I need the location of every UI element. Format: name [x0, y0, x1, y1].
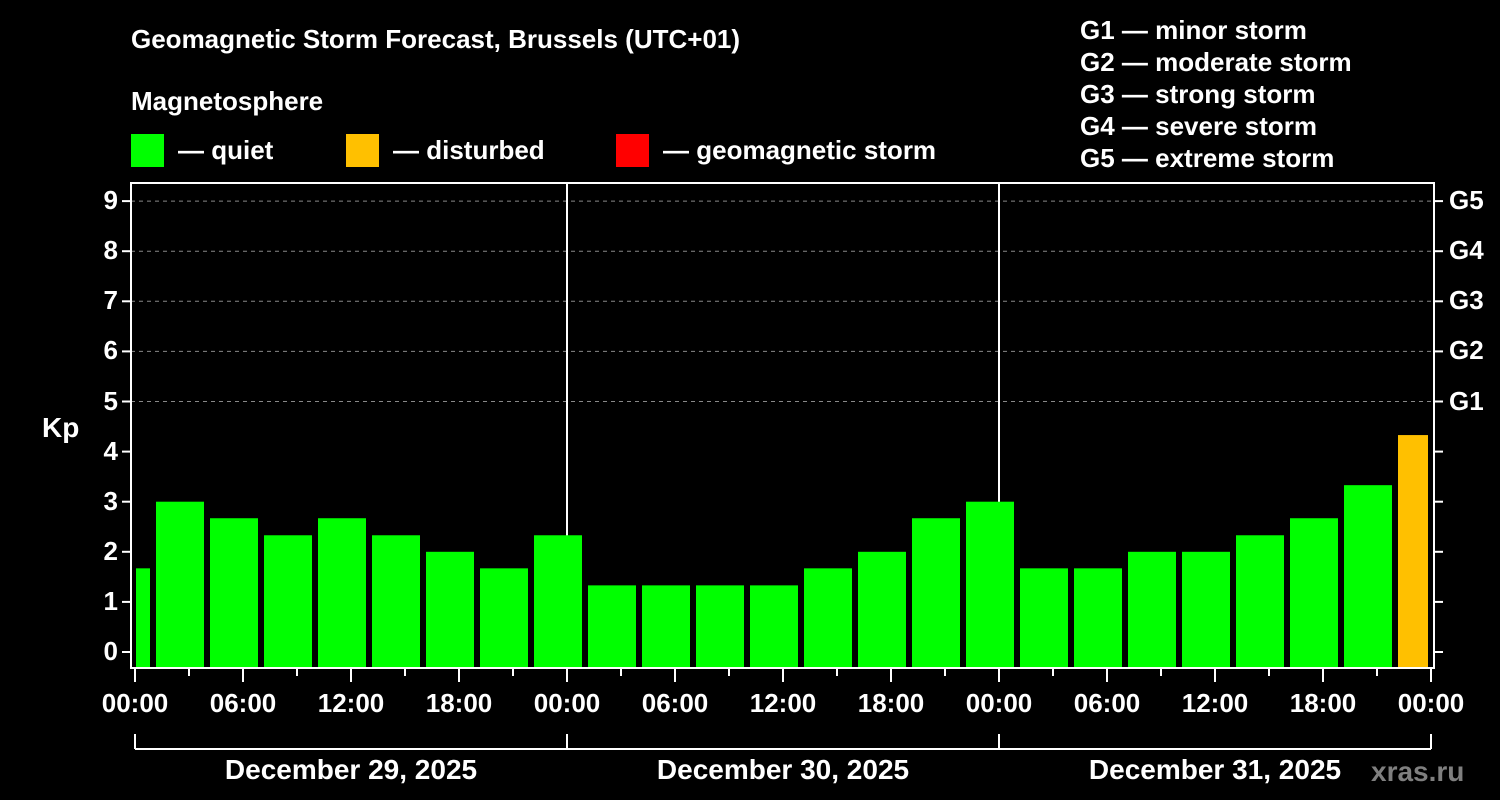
- kp-bar: [966, 501, 1014, 668]
- kp-bar: [480, 568, 528, 668]
- x-tick-label: 12:00: [1181, 688, 1249, 718]
- date-label: December 30, 2025: [656, 754, 910, 785]
- y-tick-label: 3: [103, 485, 118, 516]
- quiet-swatch: [131, 133, 164, 167]
- g-tick-label: G4: [1449, 235, 1484, 266]
- x-tick-label: 00:00: [1397, 688, 1465, 718]
- g-scale-legend: G1 — minor storm G2 — moderate storm G3 …: [1080, 14, 1352, 174]
- legend-disturbed: — disturbed: [346, 133, 545, 167]
- g2-legend: G2 — moderate storm: [1080, 47, 1352, 77]
- legend-quiet: — quiet: [131, 133, 273, 167]
- y-tick-label: 0: [103, 636, 118, 666]
- g4-legend: G4 — severe storm: [1080, 111, 1318, 141]
- kp-bar: [750, 585, 798, 668]
- disturbed-swatch: [346, 133, 379, 167]
- y-tick-label: 1: [103, 585, 118, 616]
- kp-bar: [1344, 485, 1392, 668]
- kp-bar: [696, 585, 744, 668]
- kp-bar: [804, 568, 852, 668]
- g5-legend: G5 — extreme storm: [1080, 143, 1335, 173]
- plot-frame: [122, 182, 1443, 750]
- x-tick-label: 18:00: [1289, 688, 1357, 718]
- chart-title: Geomagnetic Storm Forecast, Brussels (UT…: [131, 24, 741, 54]
- x-tick-label: 06:00: [1073, 688, 1141, 718]
- kp-bar: [912, 518, 960, 668]
- kp-bar: [642, 585, 690, 668]
- bars: [136, 435, 1428, 668]
- gridlines: [131, 183, 1434, 668]
- g-tick-label: G5: [1449, 185, 1484, 216]
- y-tick-label: 4: [103, 435, 118, 466]
- kp-bar: [372, 535, 420, 668]
- g-tick-label: G1: [1449, 385, 1484, 416]
- kp-bar: [156, 501, 204, 668]
- g-tick-label: G3: [1449, 285, 1484, 316]
- g1-legend: G1 — minor storm: [1080, 15, 1307, 45]
- kp-bar: [1290, 518, 1338, 668]
- x-tick-label: 06:00: [641, 688, 709, 718]
- y-tick-label: 2: [103, 535, 118, 566]
- legend-storm: — geomagnetic storm: [616, 133, 936, 167]
- y-tick-label: 7: [103, 285, 118, 316]
- y-axis-label: Kp: [42, 412, 80, 443]
- legend-disturbed-label: — disturbed: [393, 134, 545, 165]
- y-tick-label: 6: [103, 335, 118, 366]
- kp-bar: [1236, 535, 1284, 668]
- kp-bar: [136, 568, 150, 668]
- legend-storm-label: — geomagnetic storm: [663, 134, 937, 165]
- g-tick-label: G2: [1449, 335, 1484, 366]
- kp-bar: [534, 535, 582, 668]
- storm-swatch: [616, 133, 649, 167]
- legend-quiet-label: — quiet: [178, 134, 274, 165]
- y-tick-label: 9: [103, 185, 118, 216]
- x-tick-label: 00:00: [965, 688, 1033, 718]
- kp-bar: [1020, 568, 1068, 668]
- kp-bar: [1182, 551, 1230, 668]
- kp-bar: [1074, 568, 1122, 668]
- x-tick-label: 00:00: [101, 688, 169, 718]
- x-tick-label: 12:00: [749, 688, 817, 718]
- date-label: December 31, 2025: [1088, 754, 1342, 785]
- y-tick-label: 8: [103, 235, 118, 266]
- legend-title: Magnetosphere: [131, 86, 324, 116]
- kp-bar: [264, 535, 312, 668]
- kp-bar: [858, 551, 906, 668]
- kp-bar: [1128, 551, 1176, 668]
- kp-bar: [588, 585, 636, 668]
- y-tick-label: 5: [103, 385, 118, 416]
- x-tick-label: 06:00: [209, 688, 277, 718]
- date-label: December 29, 2025: [224, 754, 478, 785]
- x-tick-label: 00:00: [533, 688, 601, 718]
- kp-bar: [318, 518, 366, 668]
- kp-bar: [1398, 435, 1428, 668]
- x-tick-label: 18:00: [425, 688, 493, 718]
- watermark: xras.ru: [1371, 756, 1465, 787]
- kp-bar: [210, 518, 258, 668]
- x-tick-label: 12:00: [317, 688, 385, 718]
- g3-legend: G3 — strong storm: [1080, 79, 1316, 109]
- kp-bar: [426, 551, 474, 668]
- x-tick-label: 18:00: [857, 688, 925, 718]
